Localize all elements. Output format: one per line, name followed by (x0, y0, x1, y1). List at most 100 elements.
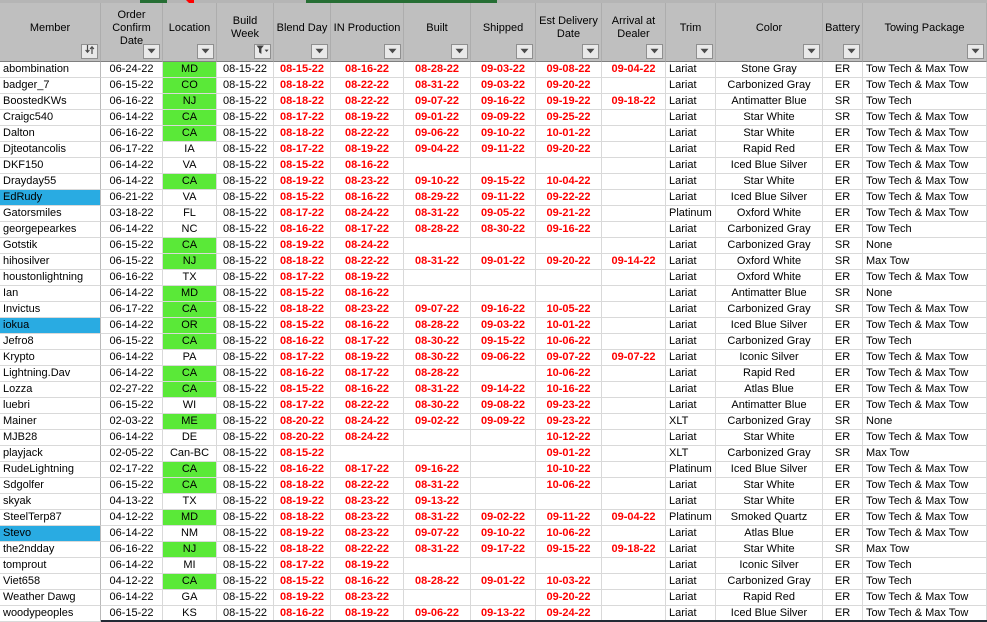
cell-member[interactable]: woodypeoples (0, 606, 101, 622)
cell-blend_day[interactable]: 08-18-22 (274, 126, 331, 142)
cell-battery[interactable]: ER (823, 126, 863, 142)
cell-battery[interactable]: ER (823, 590, 863, 606)
cell-build_week[interactable]: 08-15-22 (217, 174, 274, 190)
cell-order_confirm[interactable]: 06-15-22 (101, 238, 163, 254)
cell-battery[interactable]: ER (823, 350, 863, 366)
cell-blend_day[interactable]: 08-15-22 (274, 286, 331, 302)
cell-built[interactable]: 08-28-22 (404, 222, 471, 238)
cell-towing[interactable]: Tow Tech & Max Tow (863, 62, 987, 78)
cell-arrival[interactable] (602, 382, 666, 398)
cell-battery[interactable]: ER (823, 430, 863, 446)
cell-trim[interactable]: Lariat (666, 542, 716, 558)
cell-location[interactable]: Can-BC (163, 446, 217, 462)
cell-color[interactable]: Rapid Red (716, 142, 823, 158)
cell-arrival[interactable]: 09-18-22 (602, 542, 666, 558)
cell-shipped[interactable]: 09-10-22 (471, 126, 536, 142)
cell-towing[interactable]: None (863, 414, 987, 430)
cell-est_delivery[interactable] (536, 558, 602, 574)
cell-trim[interactable]: Lariat (666, 526, 716, 542)
cell-in_production[interactable]: 08-17-22 (331, 222, 404, 238)
column-header-trim[interactable]: Trim (666, 3, 716, 62)
cell-member[interactable]: iokua (0, 318, 101, 334)
cell-in_production[interactable]: 08-22-22 (331, 126, 404, 142)
cell-blend_day[interactable]: 08-18-22 (274, 78, 331, 94)
cell-arrival[interactable] (602, 206, 666, 222)
cell-in_production[interactable]: 08-16-22 (331, 318, 404, 334)
cell-build_week[interactable]: 08-15-22 (217, 142, 274, 158)
sort-filter-button-member[interactable] (81, 44, 98, 59)
cell-order_confirm[interactable]: 06-14-22 (101, 430, 163, 446)
cell-towing[interactable]: Tow Tech & Max Tow (863, 526, 987, 542)
cell-est_delivery[interactable]: 10-03-22 (536, 574, 602, 590)
cell-member[interactable]: houstonlightning (0, 270, 101, 286)
cell-trim[interactable]: XLT (666, 446, 716, 462)
cell-in_production[interactable]: 08-17-22 (331, 366, 404, 382)
cell-blend_day[interactable]: 08-19-22 (274, 526, 331, 542)
cell-order_confirm[interactable]: 06-15-22 (101, 78, 163, 94)
cell-arrival[interactable] (602, 158, 666, 174)
cell-est_delivery[interactable]: 09-22-22 (536, 190, 602, 206)
cell-color[interactable]: Carbonized Gray (716, 414, 823, 430)
cell-build_week[interactable]: 08-15-22 (217, 94, 274, 110)
cell-location[interactable]: MD (163, 510, 217, 526)
cell-trim[interactable]: Lariat (666, 382, 716, 398)
cell-blend_day[interactable]: 08-17-22 (274, 398, 331, 414)
cell-built[interactable] (404, 446, 471, 462)
cell-location[interactable]: CA (163, 574, 217, 590)
cell-built[interactable]: 08-28-22 (404, 318, 471, 334)
cell-location[interactable]: GA (163, 590, 217, 606)
cell-color[interactable]: Iced Blue Silver (716, 318, 823, 334)
cell-build_week[interactable]: 08-15-22 (217, 110, 274, 126)
cell-arrival[interactable] (602, 590, 666, 606)
cell-in_production[interactable]: 08-23-22 (331, 174, 404, 190)
cell-est_delivery[interactable]: 09-24-22 (536, 606, 602, 622)
column-header-in_production[interactable]: IN Production (331, 3, 404, 62)
cell-shipped[interactable] (471, 494, 536, 510)
cell-member[interactable]: Weather Dawg (0, 590, 101, 606)
cell-order_confirm[interactable]: 06-17-22 (101, 302, 163, 318)
cell-est_delivery[interactable]: 09-20-22 (536, 78, 602, 94)
cell-member[interactable]: Stevo (0, 526, 101, 542)
cell-order_confirm[interactable]: 06-14-22 (101, 318, 163, 334)
cell-trim[interactable]: Lariat (666, 158, 716, 174)
cell-order_confirm[interactable]: 02-03-22 (101, 414, 163, 430)
cell-blend_day[interactable]: 08-19-22 (274, 238, 331, 254)
cell-member[interactable]: RudeLightning (0, 462, 101, 478)
filter-dropdown-button-shipped[interactable] (516, 44, 533, 59)
cell-built[interactable]: 08-29-22 (404, 190, 471, 206)
cell-built[interactable]: 08-30-22 (404, 398, 471, 414)
cell-est_delivery[interactable]: 10-04-22 (536, 174, 602, 190)
cell-towing[interactable]: Max Tow (863, 446, 987, 462)
cell-build_week[interactable]: 08-15-22 (217, 366, 274, 382)
cell-blend_day[interactable]: 08-16-22 (274, 222, 331, 238)
cell-towing[interactable]: Tow Tech & Max Tow (863, 270, 987, 286)
cell-arrival[interactable] (602, 142, 666, 158)
cell-location[interactable]: IA (163, 142, 217, 158)
cell-build_week[interactable]: 08-15-22 (217, 430, 274, 446)
cell-build_week[interactable]: 08-15-22 (217, 574, 274, 590)
cell-location[interactable]: TX (163, 270, 217, 286)
cell-built[interactable]: 08-31-22 (404, 478, 471, 494)
cell-trim[interactable]: Platinum (666, 206, 716, 222)
cell-order_confirm[interactable]: 06-14-22 (101, 590, 163, 606)
cell-location[interactable]: CA (163, 462, 217, 478)
cell-shipped[interactable] (471, 478, 536, 494)
cell-built[interactable]: 08-31-22 (404, 542, 471, 558)
cell-trim[interactable]: Platinum (666, 462, 716, 478)
cell-color[interactable]: Carbonized Gray (716, 238, 823, 254)
cell-in_production[interactable]: 08-17-22 (331, 334, 404, 350)
cell-color[interactable]: Stone Gray (716, 62, 823, 78)
cell-battery[interactable]: SR (823, 542, 863, 558)
cell-member[interactable]: Dalton (0, 126, 101, 142)
column-header-order_confirm[interactable]: Order Confirm Date (101, 3, 163, 62)
cell-est_delivery[interactable]: 10-06-22 (536, 366, 602, 382)
cell-arrival[interactable] (602, 398, 666, 414)
cell-battery[interactable]: ER (823, 574, 863, 590)
cell-towing[interactable]: None (863, 238, 987, 254)
cell-trim[interactable]: Lariat (666, 94, 716, 110)
cell-build_week[interactable]: 08-15-22 (217, 302, 274, 318)
cell-build_week[interactable]: 08-15-22 (217, 62, 274, 78)
cell-built[interactable]: 08-30-22 (404, 334, 471, 350)
cell-arrival[interactable]: 09-04-22 (602, 510, 666, 526)
cell-blend_day[interactable]: 08-16-22 (274, 334, 331, 350)
